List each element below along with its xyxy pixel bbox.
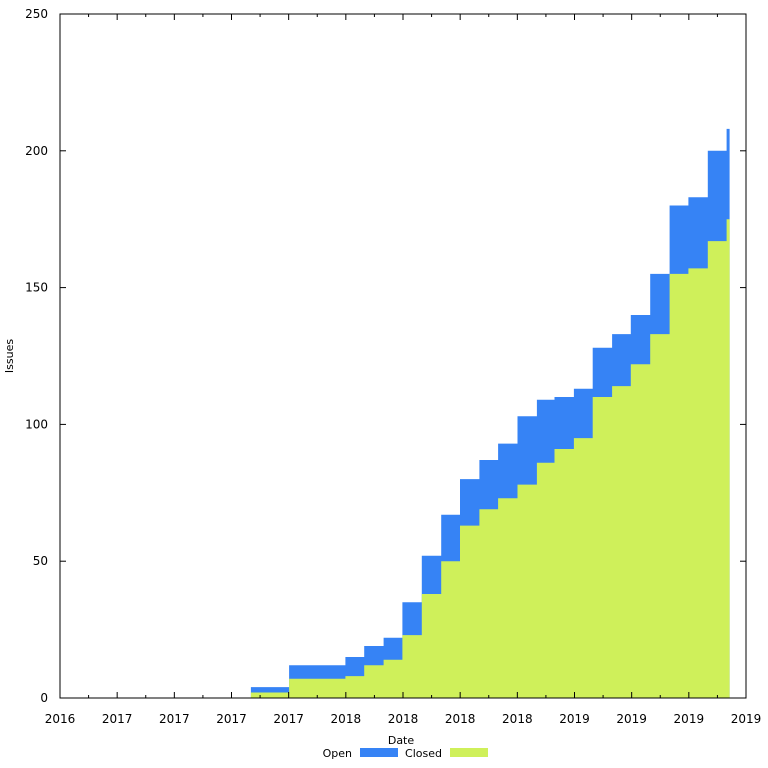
x-tick-label: 2018 xyxy=(502,712,533,726)
x-axis: 2016 2017 2017 2017 2017 2018 2018 2018 2018 2019… xyxy=(45,14,762,726)
legend-label-closed: Closed xyxy=(405,747,442,760)
y-tick-label: 50 xyxy=(33,554,48,568)
x-tick-label: 2019 xyxy=(674,712,705,726)
x-tick-label: 2017 xyxy=(273,712,304,726)
x-tick-label: 2019 xyxy=(559,712,590,726)
x-tick-label: 2017 xyxy=(159,712,190,726)
x-tick-label: 2019 xyxy=(616,712,647,726)
x-axis-label: Date xyxy=(388,734,415,747)
y-tick-label: 100 xyxy=(25,417,48,431)
area-layer xyxy=(231,128,730,698)
x-tick-label: 2019 xyxy=(731,712,762,726)
legend-label-open: Open xyxy=(323,747,352,760)
y-tick-label: 200 xyxy=(25,144,48,158)
x-tick-label: 2017 xyxy=(216,712,247,726)
y-axis: 0 50 100 150 200 250 xyxy=(25,7,746,705)
y-tick-label: 150 xyxy=(25,281,48,295)
x-tick-label: 2017 xyxy=(102,712,133,726)
y-axis-label: Issues xyxy=(3,339,16,373)
x-tick-label: 2018 xyxy=(331,712,362,726)
y-tick-label: 250 xyxy=(25,7,48,21)
legend-swatch-open xyxy=(360,748,398,757)
legend-swatch-closed xyxy=(450,748,488,757)
y-tick-label: 0 xyxy=(40,691,48,705)
x-tick-label: 2016 xyxy=(45,712,76,726)
legend: Open Closed xyxy=(323,747,488,760)
x-tick-label: 2018 xyxy=(445,712,476,726)
x-tick-label: 2018 xyxy=(388,712,419,726)
series-closed-area xyxy=(231,219,730,698)
